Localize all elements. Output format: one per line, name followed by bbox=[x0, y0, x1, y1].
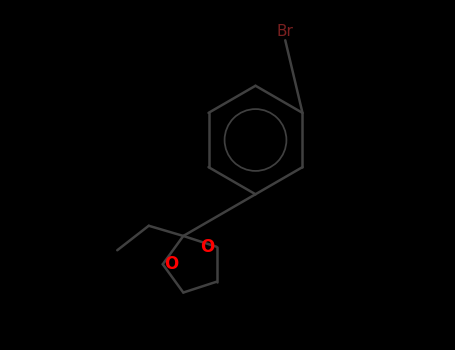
Text: Br: Br bbox=[277, 24, 293, 39]
Text: O: O bbox=[200, 238, 214, 256]
Text: O: O bbox=[164, 255, 179, 273]
